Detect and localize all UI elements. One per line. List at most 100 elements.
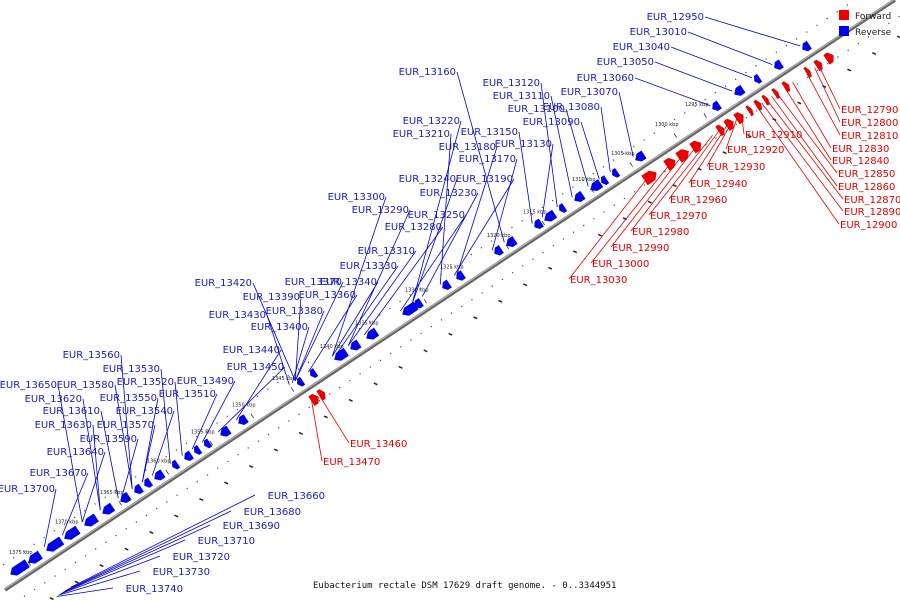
gene-label[interactable]: EUR_13230: [420, 188, 477, 199]
gene-label[interactable]: EUR_12930: [708, 162, 765, 173]
gene-label[interactable]: EUR_13030: [570, 275, 627, 286]
gene-label[interactable]: EUR_13700: [0, 484, 55, 495]
gene-label[interactable]: EUR_13090: [523, 117, 580, 128]
gene-label[interactable]: EUR_12960: [670, 195, 727, 206]
gene-label[interactable]: EUR_13160: [399, 67, 456, 78]
gene-label[interactable]: EUR_13340: [320, 277, 377, 288]
gene-label[interactable]: EUR_12800: [841, 118, 898, 129]
gene-label[interactable]: EUR_13330: [340, 261, 397, 272]
reverse-gene-arrow: [534, 218, 544, 229]
gene-label[interactable]: EUR_13390: [243, 292, 300, 303]
gene-label[interactable]: EUR_13300: [328, 192, 385, 203]
gene-label[interactable]: EUR_12790: [841, 105, 898, 116]
track-dash: [398, 365, 403, 369]
label-leader: [201, 380, 236, 443]
gene-label[interactable]: EUR_13040: [613, 42, 670, 53]
gene-label[interactable]: EUR_13550: [100, 393, 157, 404]
gene-label[interactable]: EUR_13580: [57, 380, 114, 391]
gene-label[interactable]: EUR_13740: [126, 584, 183, 595]
gene-label[interactable]: EUR_12970: [650, 211, 707, 222]
gene-label[interactable]: EUR_13180: [439, 142, 496, 153]
gene-label[interactable]: EUR_13290: [352, 205, 409, 216]
gene-label[interactable]: EUR_13100: [508, 104, 565, 115]
gene-label[interactable]: EUR_13000: [592, 259, 649, 270]
gene-label[interactable]: EUR_13370: [285, 277, 342, 288]
gene-label[interactable]: EUR_13510: [159, 389, 216, 400]
gene-label[interactable]: EUR_13280: [385, 222, 442, 233]
legend-forward-swatch: [839, 10, 849, 20]
gene-label[interactable]: EUR_13680: [244, 507, 301, 518]
gene-label[interactable]: EUR_12990: [612, 243, 669, 254]
gene-label[interactable]: EUR_13470: [323, 457, 380, 468]
label-leader: [792, 82, 832, 149]
gene-label[interactable]: EUR_13050: [597, 57, 654, 68]
gene-label[interactable]: EUR_13420: [195, 278, 252, 289]
reverse-gene-arrow: [402, 301, 419, 316]
gene-label[interactable]: EUR_13630: [35, 420, 92, 431]
gene-label[interactable]: EUR_12900: [840, 220, 897, 231]
gene-label[interactable]: EUR_12890: [844, 207, 900, 218]
gene-label[interactable]: EUR_13240: [399, 174, 456, 185]
gene-label[interactable]: EUR_13070: [561, 87, 618, 98]
reverse-gene-arrow: [544, 209, 558, 222]
gene-label[interactable]: EUR_13460: [350, 439, 407, 450]
gene-label[interactable]: EUR_13560: [63, 350, 120, 361]
gene-label[interactable]: EUR_13250: [408, 210, 465, 221]
gene-label[interactable]: EUR_13530: [103, 364, 160, 375]
gene-label[interactable]: EUR_13570: [97, 420, 154, 431]
label-leader: [456, 146, 498, 274]
track-dash: [124, 547, 129, 551]
gene-label[interactable]: EUR_13120: [483, 78, 540, 89]
gene-label[interactable]: EUR_13060: [577, 73, 634, 84]
gene-label[interactable]: EUR_12940: [690, 179, 747, 190]
gene-label[interactable]: EUR_13590: [80, 434, 137, 445]
gene-label[interactable]: EUR_13080: [543, 102, 600, 113]
gene-label[interactable]: EUR_13490: [177, 376, 234, 387]
gene-label[interactable]: EUR_13190: [456, 174, 513, 185]
gene-label[interactable]: EUR_12840: [832, 156, 889, 167]
scale-tick: [118, 501, 123, 506]
gene-label[interactable]: EUR_13400: [251, 322, 308, 333]
gene-label[interactable]: EUR_13710: [198, 536, 255, 547]
gene-label[interactable]: EUR_12980: [632, 227, 689, 238]
gene-label[interactable]: EUR_13360: [299, 290, 356, 301]
gene-label[interactable]: EUR_13730: [153, 567, 210, 578]
gene-label[interactable]: EUR_13640: [47, 447, 104, 458]
gene-label[interactable]: EUR_13520: [117, 377, 174, 388]
gene-label[interactable]: EUR_13540: [116, 406, 173, 417]
gene-label[interactable]: EUR_13660: [268, 491, 325, 502]
gene-label[interactable]: EUR_12850: [838, 169, 895, 180]
gene-label[interactable]: EUR_13170: [459, 154, 516, 165]
gene-label[interactable]: EUR_12860: [838, 182, 895, 193]
gene-label[interactable]: EUR_13110: [493, 91, 550, 102]
gene-label[interactable]: EUR_13010: [630, 27, 687, 38]
gene-label[interactable]: EUR_13210: [393, 129, 450, 140]
gene-label[interactable]: EUR_13380: [266, 306, 323, 317]
gene-label[interactable]: EUR_12810: [841, 131, 898, 142]
gene-label[interactable]: EUR_13150: [461, 127, 518, 138]
forward-gene-arrow: [733, 112, 744, 125]
gene-label[interactable]: EUR_13670: [30, 468, 87, 479]
label-leader: [58, 570, 141, 596]
track-dash: [722, 151, 727, 155]
reverse-gene-arrow: [612, 167, 621, 178]
gene-label[interactable]: EUR_13450: [227, 362, 284, 373]
gene-label[interactable]: EUR_13620: [25, 394, 82, 405]
gene-label[interactable]: EUR_12830: [832, 144, 889, 155]
gene-label[interactable]: EUR_13650: [0, 380, 57, 391]
gene-label[interactable]: EUR_12870: [844, 195, 900, 206]
gene-label[interactable]: EUR_12920: [727, 145, 784, 156]
reverse-gene-arrow: [601, 175, 610, 186]
gene-label[interactable]: EUR_13130: [495, 139, 552, 150]
gene-label[interactable]: EUR_13220: [403, 116, 460, 127]
reverse-gene-arrow: [590, 179, 604, 192]
gene-label[interactable]: EUR_12910: [745, 130, 802, 141]
gene-label[interactable]: EUR_13690: [223, 521, 280, 532]
gene-label[interactable]: EUR_12950: [647, 12, 704, 23]
gene-label[interactable]: EUR_13440: [223, 345, 280, 356]
gene-label[interactable]: EUR_13610: [43, 406, 100, 417]
label-leader: [331, 196, 387, 357]
gene-label[interactable]: EUR_13430: [209, 310, 266, 321]
gene-label[interactable]: EUR_13720: [173, 552, 230, 563]
gene-label[interactable]: EUR_13310: [358, 246, 415, 257]
